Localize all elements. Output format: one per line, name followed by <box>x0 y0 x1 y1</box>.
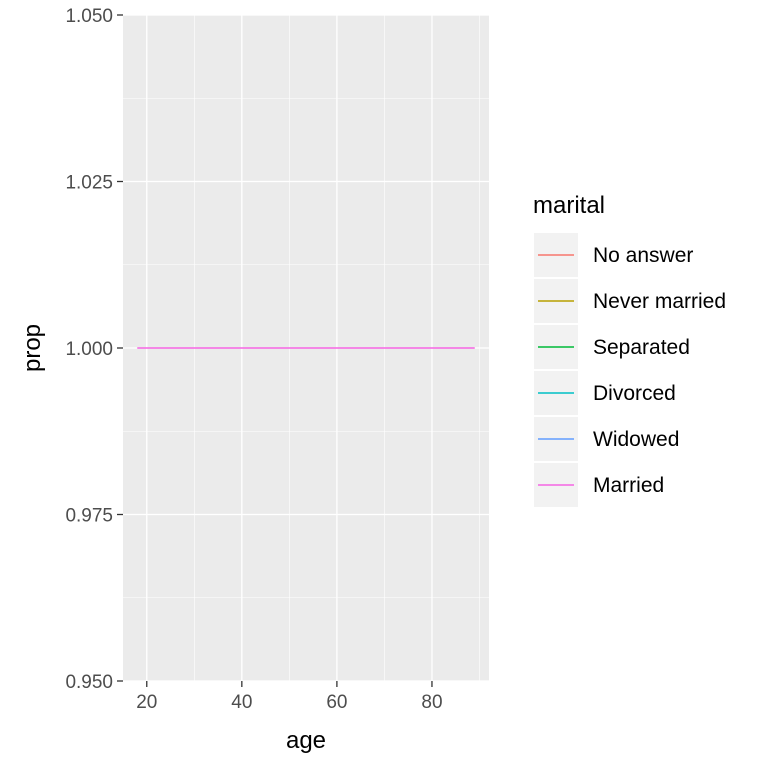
y-tick-label: 1.000 <box>65 339 113 360</box>
y-tick-label: 0.950 <box>65 672 113 693</box>
legend-title: marital <box>533 192 605 219</box>
x-tick-label: 60 <box>326 692 347 713</box>
legend: marital No answer Never married Separated D… <box>533 192 726 507</box>
x-axis: 20 40 60 80 <box>136 681 443 713</box>
y-tick-label: 1.050 <box>65 6 113 27</box>
y-tick-label: 0.975 <box>65 506 113 527</box>
y-axis-title: prop <box>19 324 46 372</box>
legend-label: Married <box>593 474 664 497</box>
legend-label: Separated <box>593 336 690 359</box>
x-tick-label: 40 <box>231 692 252 713</box>
x-tick-label: 20 <box>136 692 157 713</box>
legend-label: Never married <box>593 290 726 313</box>
x-axis-title: age <box>286 727 326 754</box>
y-tick-label: 1.025 <box>65 173 113 194</box>
legend-label: Divorced <box>593 382 676 405</box>
legend-label: No answer <box>593 244 693 267</box>
y-axis: 0.950 0.975 1.000 1.025 1.050 <box>65 6 123 693</box>
legend-items: No answer Never married Separated Divorced W… <box>534 233 726 507</box>
legend-label: Widowed <box>593 428 679 451</box>
x-tick-label: 80 <box>421 692 442 713</box>
